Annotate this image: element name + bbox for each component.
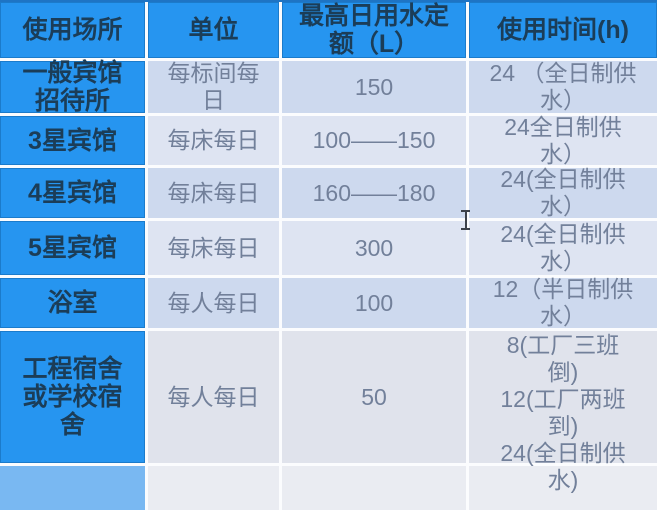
hours-cell[interactable]: 24 （全日制供 水） xyxy=(469,60,657,113)
place-cell[interactable]: 工程宿舍 或学校宿 舍 xyxy=(0,331,145,463)
unit-cell[interactable]: 每床每日 xyxy=(148,116,279,165)
quota-cell[interactable]: 50 xyxy=(282,331,466,463)
hours-cell[interactable]: 24(全日制供 水） xyxy=(469,221,657,275)
place-cell[interactable]: 浴室 xyxy=(0,278,145,328)
unit-cell[interactable]: 每人每日 xyxy=(148,278,279,328)
partial-row-hours-cell xyxy=(469,466,657,510)
unit-cell[interactable]: 每床每日 xyxy=(148,168,279,218)
place-cell[interactable]: 一般宾馆 招待所 xyxy=(0,59,145,115)
quota-cell[interactable]: 100——150 xyxy=(282,116,466,165)
partial-row-place-cell xyxy=(0,466,145,510)
header-cell-hours[interactable]: 使用时间(h) xyxy=(469,2,657,58)
hours-cell[interactable]: 12（半日制供 水） xyxy=(469,276,657,329)
hours-cell[interactable]: 24全日制供 水） xyxy=(469,114,657,167)
quota-cell[interactable]: 160——180 xyxy=(282,168,466,218)
unit-cell[interactable]: 每标间每 日 xyxy=(148,60,279,113)
hours-cell[interactable]: 8(工厂三班 倒) 12(工厂两班 到) 24(全日制供 水) xyxy=(469,331,657,493)
quota-cell[interactable]: 300 xyxy=(282,221,466,275)
place-cell[interactable]: 3星宾馆 xyxy=(0,116,145,165)
quota-cell[interactable]: 100 xyxy=(282,278,466,328)
partial-row-quota-cell xyxy=(282,466,466,510)
quota-cell[interactable]: 150 xyxy=(282,61,466,113)
hours-cell[interactable]: 24(全日制供 水） xyxy=(469,166,657,219)
unit-cell[interactable]: 每床每日 xyxy=(148,221,279,275)
header-cell-quota[interactable]: 最高日用水定 额（L） xyxy=(282,2,466,58)
partial-row-unit-cell xyxy=(148,466,279,510)
place-cell[interactable]: 4星宾馆 xyxy=(0,168,145,218)
place-cell[interactable]: 5星宾馆 xyxy=(0,221,145,275)
unit-cell[interactable]: 每人每日 xyxy=(148,331,279,463)
header-cell-place[interactable]: 使用场所 xyxy=(0,2,145,58)
header-cell-unit[interactable]: 单位 xyxy=(148,2,279,58)
